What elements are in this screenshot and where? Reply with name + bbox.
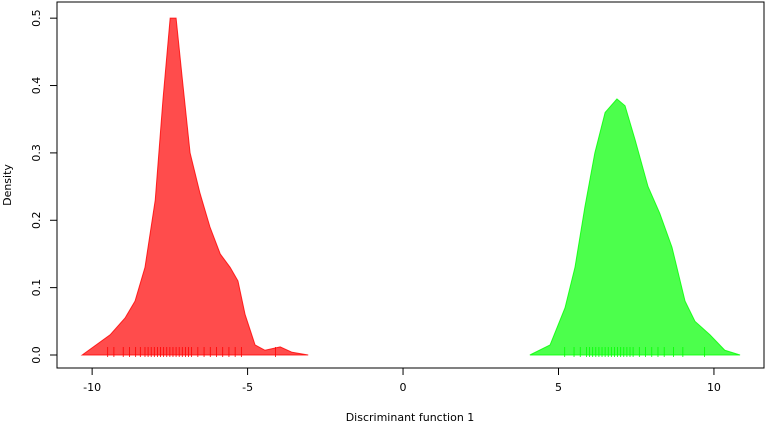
density-area (80, 17, 309, 356)
x-tick-label: -10 (83, 381, 101, 394)
y-tick-label: 0.2 (30, 212, 43, 230)
plot-frame (56, 1, 765, 369)
x-tick-label: 5 (555, 381, 562, 394)
x-axis-label: Discriminant function 1 (346, 411, 475, 423)
y-tick-label: 0.3 (30, 144, 43, 162)
y-axis-label: Density (1, 164, 14, 206)
density-area (529, 98, 741, 356)
y-tick-label: 0.5 (30, 9, 43, 27)
x-tick-label: 10 (707, 381, 721, 394)
x-tick-label: 0 (400, 381, 407, 394)
y-tick-label: 0.4 (30, 77, 43, 95)
x-tick-label: -5 (242, 381, 253, 394)
y-tick-label: 0.0 (30, 346, 43, 364)
y-tick-label: 0.1 (30, 279, 43, 297)
